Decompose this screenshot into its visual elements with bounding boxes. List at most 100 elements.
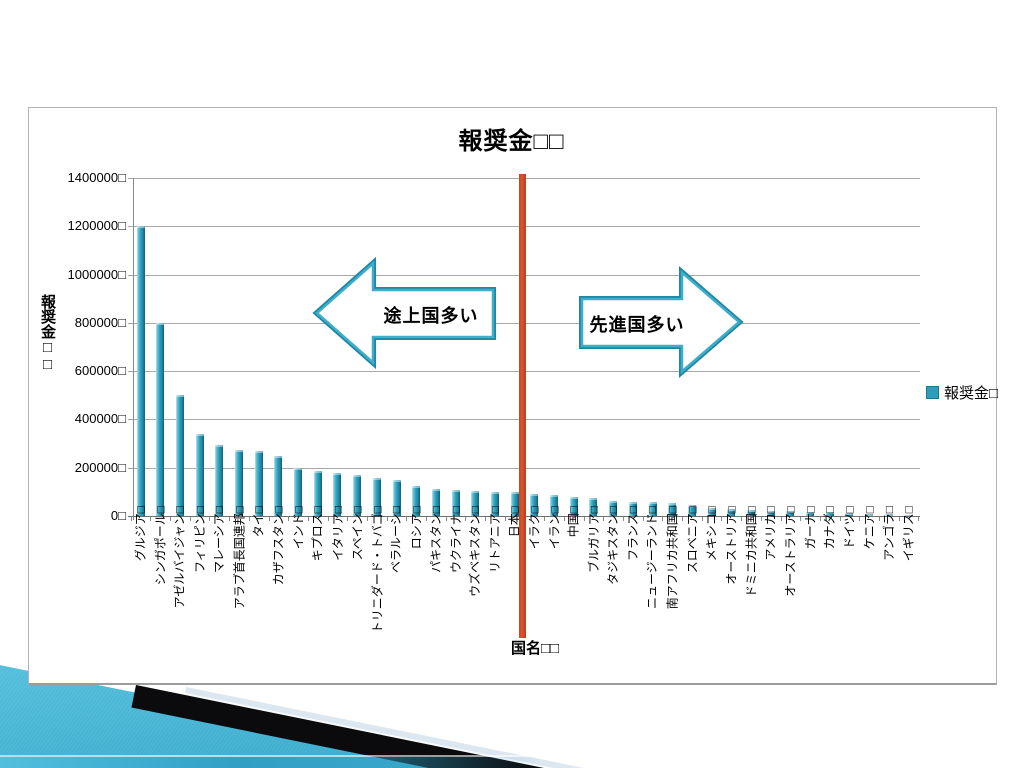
x-axis-tick [307,517,309,521]
x-axis-tick [288,517,290,521]
bar [668,503,677,516]
bar [727,508,736,516]
bar [372,478,381,516]
x-axis-tick [268,517,270,521]
bar [786,511,795,516]
x-axis-label: ブルガリア□ [586,506,601,573]
x-axis-label: グルジア□ [133,506,148,562]
legend-label: 報奨金□ [944,385,999,402]
bar [707,508,716,516]
x-axis-tick [701,517,703,521]
legend-swatch-icon [926,386,939,399]
x-axis-label: スロベニア□ [684,506,699,574]
y-axis-title: 報奨金□□ [39,294,56,373]
bar [806,511,815,516]
bar [904,514,913,516]
x-axis-label: 中国□ [566,506,581,538]
x-axis-tick [150,517,152,521]
x-axis-tick [741,517,743,521]
bar [175,395,184,516]
x-axis-tick [918,517,920,521]
bar [530,493,539,516]
y-tick-label: 600000□ [74,363,126,379]
x-axis-tick [760,517,762,521]
bar [766,510,775,516]
x-axis-tick [544,517,546,521]
x-axis-tick [189,517,191,521]
y-tick-label: 800000□ [74,314,126,330]
x-axis-tick [485,517,487,521]
bar [431,488,440,516]
x-axis-label: ドミニカ共和国□ [743,506,758,598]
x-axis-label: トリニダード・トバゴ□ [369,506,384,634]
bar [156,322,165,516]
x-axis-tick [130,517,132,521]
x-axis-tick [800,517,802,521]
x-axis-label: ケニア□ [862,506,877,550]
x-axis-tick [445,517,447,521]
x-axis-label: カザフスタン□ [271,506,286,586]
x-axis-label: 南アフリカ共和国□ [665,506,680,610]
chart-frame [28,107,997,685]
x-axis-label: タイ□ [251,506,266,538]
x-axis-label: ウズベキスタン□ [468,506,483,597]
bar [471,491,480,516]
x-axis-label: オーストラリア□ [783,506,798,597]
x-axis-tick [603,517,605,521]
x-axis-label: メキシコ□ [704,506,719,562]
x-axis-tick [406,517,408,521]
x-axis-label: ロシア□ [409,506,424,550]
x-axis-label: イラン□ [547,506,562,550]
bar [569,496,578,516]
bar [589,497,598,516]
bar [294,468,303,516]
x-axis-tick [209,517,211,521]
x-axis-tick [898,517,900,521]
bar [746,509,755,516]
x-axis-tick [229,517,231,521]
x-axis-tick [721,517,723,521]
left-arrow-label: 途上国多い [383,306,479,326]
x-axis-tick [426,517,428,521]
x-axis-tick [780,517,782,521]
x-axis-label: アンゴラ□ [881,506,896,561]
x-axis-label: アゼルバイジャン□ [172,506,187,609]
right-arrow-label: 先進国多い [589,315,685,335]
x-axis-label: パキスタン□ [428,506,443,573]
x-axis-label: ドイツ□ [842,506,857,550]
bar [884,514,893,516]
x-axis-tick [327,517,329,521]
y-tick-label: 1200000□ [67,218,126,234]
x-axis-label: タジキスタン□ [606,506,621,585]
bar [628,501,637,516]
x-axis-label: カナダ□ [822,506,837,550]
bar [274,455,283,516]
x-axis-tick [583,517,585,521]
x-axis-tick [682,517,684,521]
bar [609,501,618,516]
x-axis-label: オーストリア□ [724,506,739,585]
x-axis-tick [839,517,841,521]
x-axis-label: イラク□ [527,506,542,550]
y-tick-label: 0□ [110,508,126,523]
bar [510,492,519,516]
x-axis-tick [170,517,172,521]
bar [550,495,559,516]
x-axis-tick [504,517,506,521]
bar [333,472,342,516]
x-axis-label: イタリア□ [330,506,345,561]
bar [392,480,401,516]
x-axis-tick [878,517,880,521]
x-axis-label: アラブ首長国連邦□ [231,506,246,610]
bar [451,490,460,516]
x-axis-label: スペイン□ [350,506,365,561]
x-axis-tick [347,517,349,521]
bar [825,512,834,516]
bar [215,444,224,516]
x-axis-tick [563,517,565,521]
bar [687,504,696,516]
x-axis-label: マレーシア□ [212,506,227,574]
bar [865,513,874,516]
